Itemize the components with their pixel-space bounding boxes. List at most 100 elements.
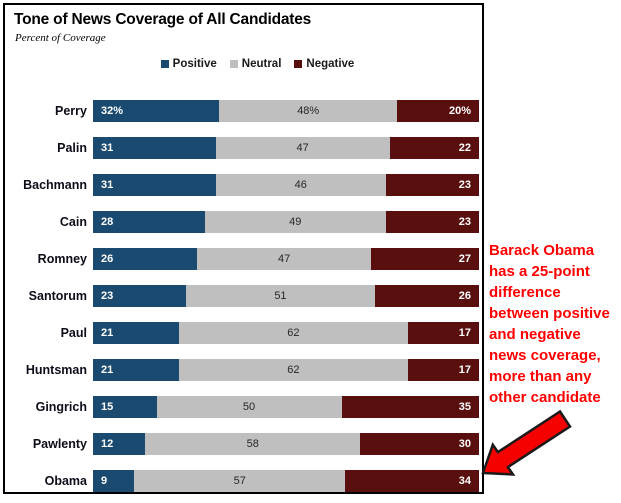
bar-row: Paul 21 62 17 — [5, 314, 482, 351]
neutral-segment: 62 — [178, 358, 409, 381]
neutral-segment: 58 — [145, 432, 360, 455]
neutral-segment: 62 — [178, 321, 409, 344]
candidate-label: Perry — [55, 103, 87, 118]
chart-subtitle: Percent of Coverage — [15, 32, 106, 44]
negative-segment: 23 — [385, 210, 479, 233]
negative-segment: 17 — [408, 358, 480, 381]
segment-value-label: 48% — [297, 104, 320, 117]
candidate-label: Palin — [57, 140, 87, 155]
negative-segment: 26 — [374, 284, 479, 307]
legend-swatch-neutral — [229, 60, 238, 68]
segment-value-label: 46 — [294, 178, 307, 191]
negative-segment: 23 — [385, 173, 479, 196]
stacked-bar: 31 47 22 — [93, 136, 480, 159]
bar-rows: Perry 32% 48% 20% Palin 31 47 22 Bachmann 31 46 23 C… — [5, 92, 482, 499]
segment-value-label: 31 — [101, 178, 114, 191]
segment-value-label: 22 — [458, 141, 472, 154]
segment-value-label: 49 — [289, 215, 302, 228]
arrow-icon — [481, 409, 572, 476]
bar-row: Gingrich 15 50 35 — [5, 388, 482, 425]
legend-label: Neutral — [241, 58, 282, 70]
bar-row: Cain 28 49 23 — [5, 203, 482, 240]
segment-value-label: 32% — [101, 104, 124, 117]
segment-value-label: 17 — [458, 363, 472, 376]
stacked-bar: 21 62 17 — [93, 321, 480, 344]
legend-item-negative: Negative — [294, 58, 354, 70]
neutral-segment: 51 — [186, 284, 375, 307]
positive-segment: 9 — [93, 469, 135, 492]
segment-value-label: 9 — [101, 474, 108, 487]
segment-value-label: 58 — [246, 437, 259, 450]
legend: Positive Neutral Negative — [19, 58, 496, 70]
chart-frame: Tone of News Coverage of All Candidates … — [3, 3, 484, 494]
stacked-bar: 28 49 23 — [93, 210, 479, 233]
negative-segment: 27 — [371, 247, 480, 270]
segment-value-label: 23 — [458, 178, 471, 191]
candidate-label: Huntsman — [25, 362, 87, 377]
positive-segment: 12 — [93, 432, 146, 455]
segment-value-label: 23 — [101, 289, 114, 302]
stacked-bar: 12 58 30 — [93, 432, 479, 455]
legend-item-neutral: Neutral — [229, 58, 282, 70]
stacked-bar: 31 46 23 — [93, 173, 479, 196]
neutral-segment: 47 — [215, 136, 390, 159]
segment-value-label: 47 — [278, 252, 291, 265]
segment-value-label: 35 — [458, 400, 471, 413]
bar-row: Huntsman 21 62 17 — [5, 351, 482, 388]
positive-segment: 23 — [93, 284, 187, 307]
candidate-label: Romney — [37, 251, 87, 266]
stacked-bar: 23 51 26 — [93, 284, 479, 307]
chart-title: Tone of News Coverage of All Candidates — [14, 11, 312, 28]
candidate-label: Bachmann — [23, 177, 87, 192]
negative-segment: 17 — [408, 321, 480, 344]
bar-row: Santorum 23 51 26 — [5, 277, 482, 314]
legend-item-positive: Positive — [160, 58, 217, 70]
segment-value-label: 30 — [458, 437, 471, 450]
positive-segment: 28 — [93, 210, 205, 233]
legend-label: Positive — [172, 58, 217, 70]
segment-value-label: 21 — [101, 326, 114, 339]
neutral-segment: 46 — [215, 173, 386, 196]
bar-row: Perry 32% 48% 20% — [5, 92, 482, 129]
segment-value-label: 26 — [458, 289, 471, 302]
segment-value-label: 62 — [287, 326, 300, 339]
bar-row: Obama 9 57 34 — [5, 462, 482, 499]
segment-value-label: 15 — [101, 400, 114, 413]
candidate-label: Gingrich — [35, 399, 87, 414]
segment-value-label: 62 — [287, 363, 300, 376]
legend-swatch-positive — [160, 60, 169, 68]
segment-value-label: 50 — [242, 400, 256, 413]
neutral-segment: 50 — [156, 395, 342, 418]
negative-segment: 20% — [397, 99, 479, 122]
neutral-segment: 57 — [134, 469, 346, 492]
positive-segment: 21 — [93, 321, 179, 344]
positive-segment: 31 — [93, 173, 216, 196]
legend-swatch-negative — [294, 60, 303, 68]
positive-segment: 26 — [93, 247, 198, 270]
segment-value-label: 26 — [101, 252, 114, 265]
bar-row: Pawlenty 12 58 30 — [5, 425, 482, 462]
negative-segment: 30 — [360, 432, 479, 455]
candidate-label: Obama — [44, 473, 87, 488]
stacked-bar: 26 47 27 — [93, 247, 480, 270]
stacked-bar: 32% 48% 20% — [93, 99, 479, 122]
stacked-bar: 15 50 35 — [93, 395, 479, 418]
positive-segment: 15 — [93, 395, 157, 418]
segment-value-label: 27 — [458, 252, 472, 265]
positive-segment: 21 — [93, 358, 179, 381]
segment-value-label: 12 — [101, 437, 114, 450]
neutral-segment: 48% — [219, 99, 397, 122]
legend-label: Negative — [306, 58, 355, 70]
annotation-text: Barack Obama has a 25-point difference b… — [489, 242, 610, 406]
candidate-label: Cain — [59, 214, 87, 229]
candidate-label: Pawlenty — [32, 436, 87, 451]
bar-row: Palin 31 47 22 — [5, 129, 482, 166]
segment-value-label: 23 — [458, 215, 471, 228]
segment-value-label: 34 — [458, 474, 471, 487]
segment-value-label: 57 — [233, 474, 246, 487]
positive-segment: 32% — [93, 99, 220, 122]
negative-segment: 34 — [345, 469, 479, 492]
candidate-label: Santorum — [28, 288, 87, 303]
segment-value-label: 20% — [448, 104, 471, 117]
